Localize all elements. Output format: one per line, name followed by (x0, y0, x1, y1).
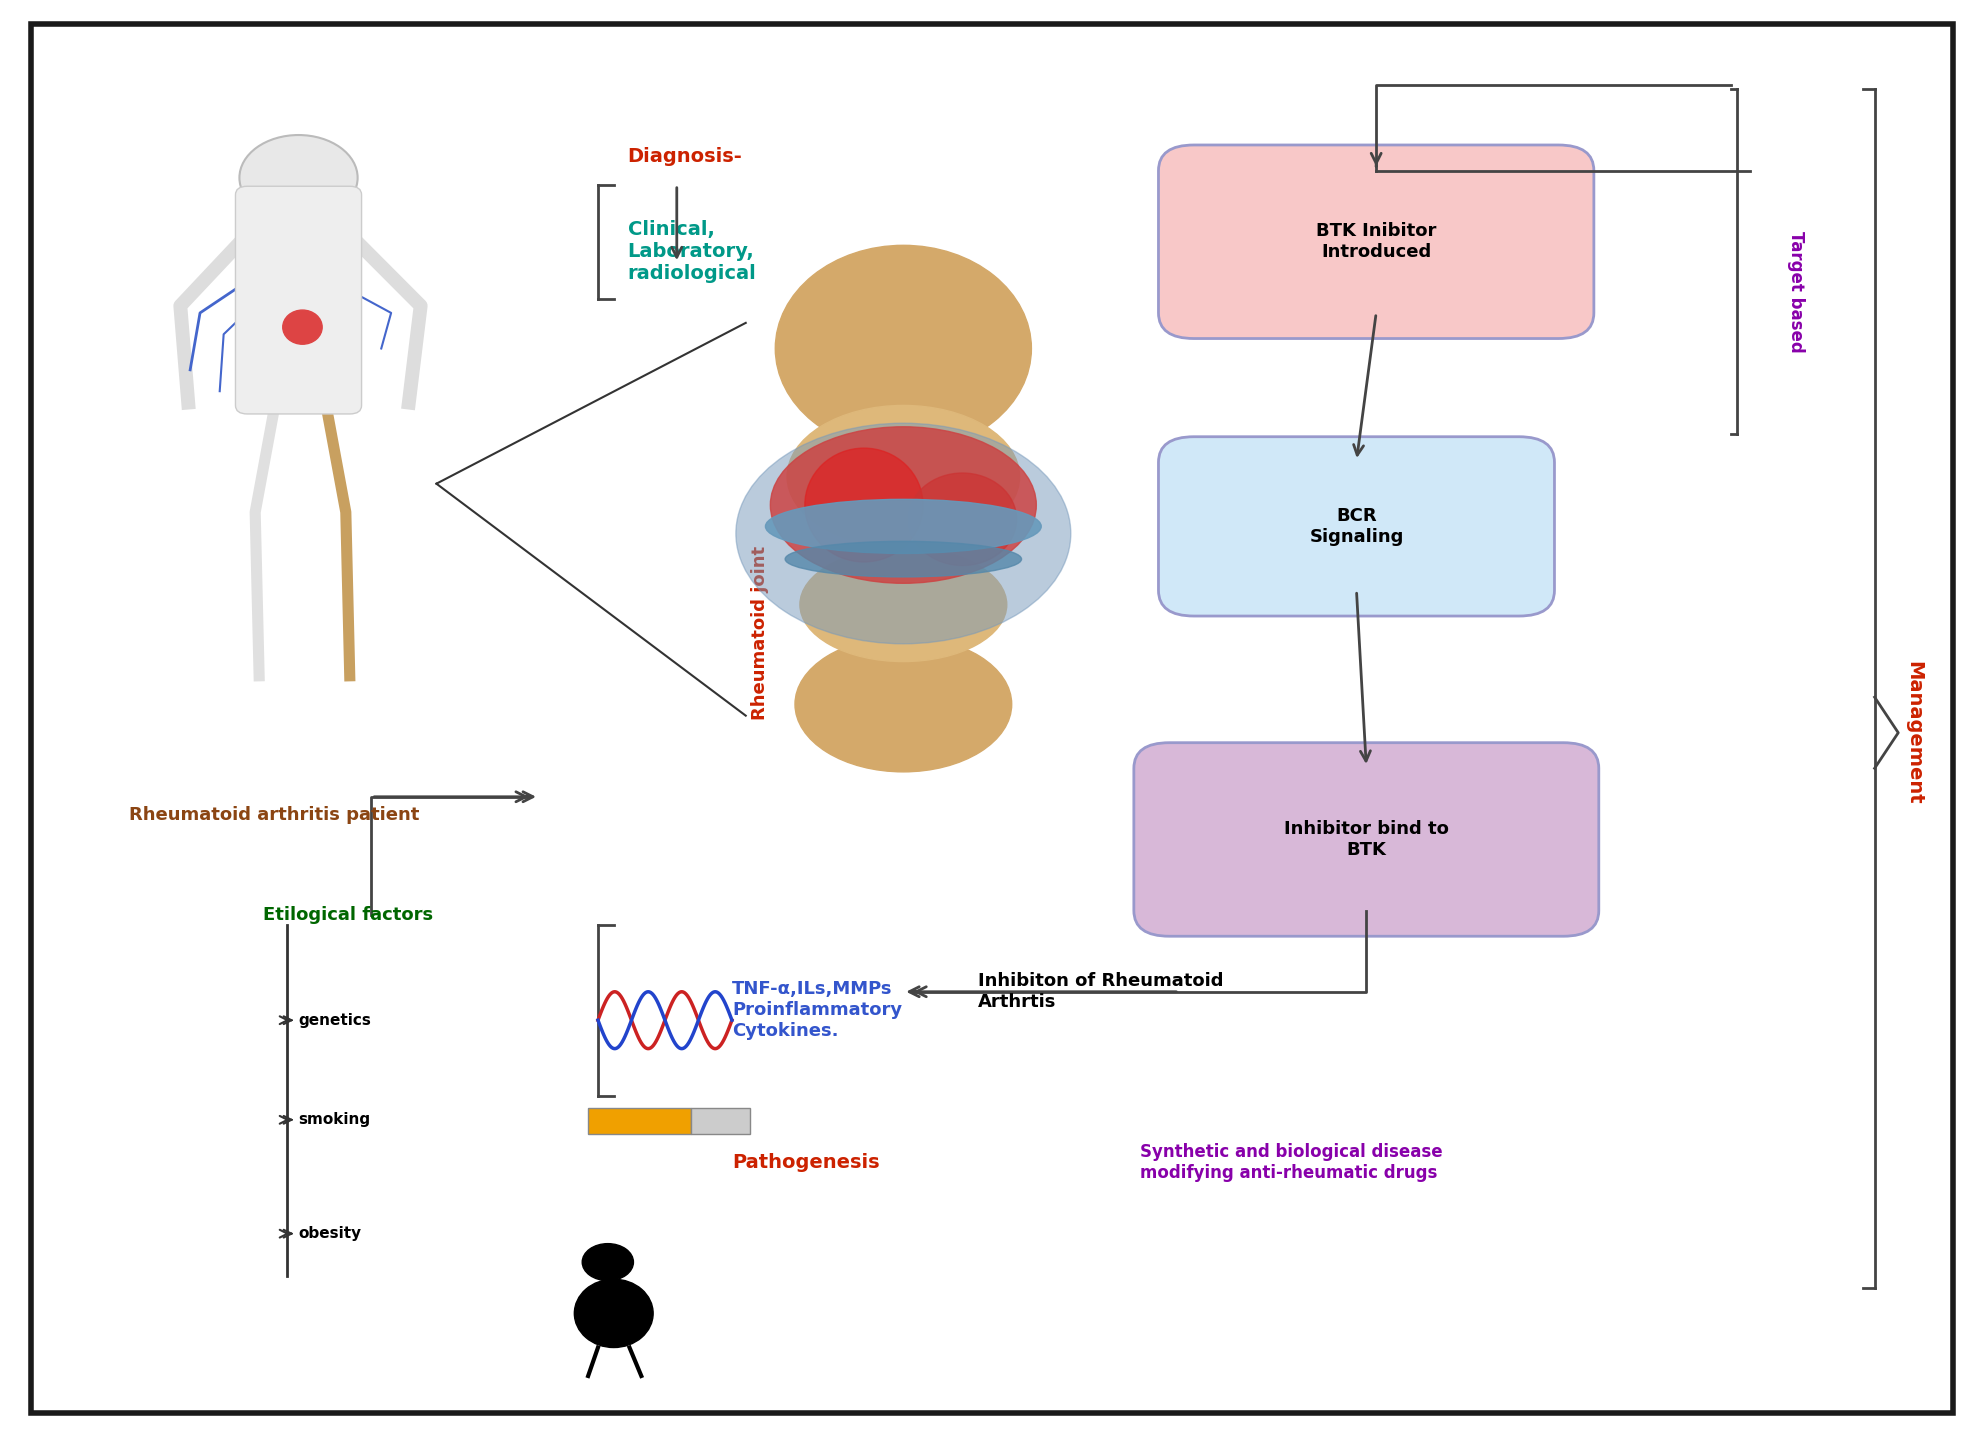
Text: Synthetic and biological disease
modifying anti-rheumatic drugs: Synthetic and biological disease modifyi… (1139, 1142, 1442, 1181)
Circle shape (240, 135, 357, 220)
FancyBboxPatch shape (690, 1108, 750, 1134)
Text: BCR
Signaling: BCR Signaling (1309, 507, 1403, 546)
Text: Rheumatoid arthritis patient: Rheumatoid arthritis patient (129, 806, 419, 825)
Ellipse shape (788, 405, 1020, 547)
Text: Clinical,
Laboratory,
radiological: Clinical, Laboratory, radiological (627, 220, 756, 283)
Text: Inhibitor bind to
BTK: Inhibitor bind to BTK (1284, 821, 1448, 859)
Ellipse shape (786, 542, 1022, 576)
Ellipse shape (800, 547, 1006, 661)
Text: Pathogenesis: Pathogenesis (732, 1152, 879, 1173)
Ellipse shape (284, 310, 321, 345)
Ellipse shape (909, 473, 1016, 566)
Circle shape (581, 1243, 633, 1280)
Text: TNF-α,ILs,MMPs
Proinflammatory
Cytokines.: TNF-α,ILs,MMPs Proinflammatory Cytokines… (732, 980, 903, 1040)
Text: Management: Management (1905, 661, 1924, 805)
Text: Rheumatoid joint: Rheumatoid joint (750, 546, 768, 720)
FancyBboxPatch shape (1133, 743, 1599, 937)
FancyBboxPatch shape (236, 187, 361, 414)
Text: obesity: obesity (298, 1226, 361, 1242)
Ellipse shape (766, 499, 1042, 553)
Ellipse shape (736, 424, 1071, 644)
Ellipse shape (776, 246, 1032, 451)
FancyBboxPatch shape (1159, 437, 1555, 616)
Text: smoking: smoking (298, 1112, 371, 1127)
FancyBboxPatch shape (1159, 145, 1593, 339)
FancyBboxPatch shape (587, 1108, 690, 1134)
Ellipse shape (770, 427, 1036, 583)
Ellipse shape (796, 637, 1012, 772)
Text: Etilogical factors: Etilogical factors (264, 905, 433, 924)
Text: Target based: Target based (1788, 231, 1805, 352)
Text: Inhibiton of Rheumatoid
Arthrtis: Inhibiton of Rheumatoid Arthrtis (978, 973, 1222, 1012)
Text: BTK Inibitor
Introduced: BTK Inibitor Introduced (1315, 223, 1436, 262)
Text: genetics: genetics (298, 1013, 371, 1027)
Ellipse shape (806, 448, 923, 562)
Text: Diagnosis-: Diagnosis- (627, 147, 742, 165)
Ellipse shape (573, 1279, 653, 1348)
